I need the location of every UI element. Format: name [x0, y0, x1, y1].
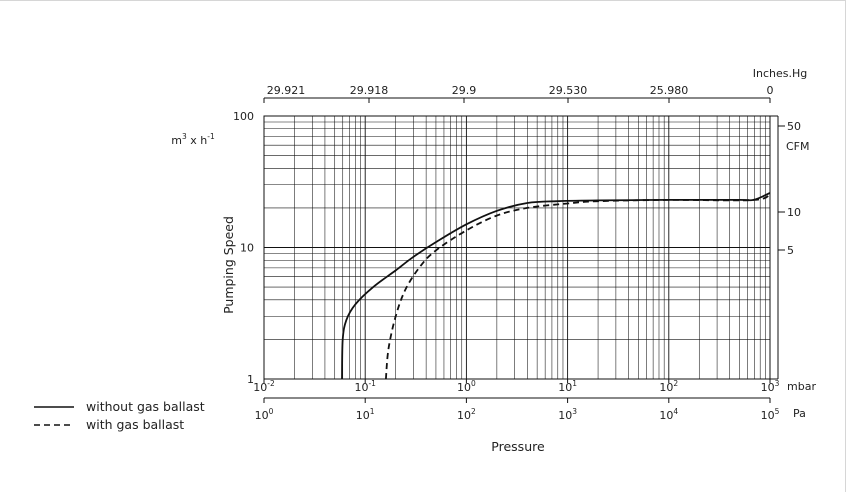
- series-layer: [341, 192, 771, 380]
- left-tick-label: 100: [233, 110, 254, 123]
- mbar-tick-label: 101: [558, 379, 577, 394]
- pa-tick-label: 105: [761, 407, 780, 422]
- x-axis-title: Pressure: [491, 439, 545, 454]
- legend-label-with-gas-ballast: with gas ballast: [86, 417, 184, 432]
- right-axis-unit: CFM: [786, 140, 810, 153]
- top-axis-unit: Inches.Hg: [753, 67, 807, 80]
- mbar-tick-label: 100: [457, 379, 476, 394]
- pa-tick-label: 103: [558, 407, 577, 422]
- top-axis-ticks: 29.921 29.918 29.9 29.530 25.980 0: [263, 84, 774, 103]
- pa-tick-label: 100: [255, 407, 274, 422]
- right-tick-label: 10: [787, 206, 801, 219]
- top-tick-label: 29.918: [350, 84, 389, 97]
- legend-label-without-gas-ballast: without gas ballast: [86, 399, 205, 414]
- legend: without gas ballast with gas ballast: [34, 399, 205, 432]
- top-tick-label: 29.921: [267, 84, 306, 97]
- pa-axis-ticks: 100 101 102 103 104 105: [255, 398, 780, 422]
- left-tick-label: 1: [247, 373, 254, 386]
- mbar-axis-unit: mbar: [787, 380, 816, 393]
- right-axis-ticks: 50 10 5: [770, 115, 801, 380]
- top-tick-label: 29.530: [549, 84, 588, 97]
- mbar-tick-label: 10-2: [253, 379, 275, 394]
- series-line-with-gas-ballast: [385, 192, 771, 380]
- grid: [263, 116, 770, 380]
- pa-tick-label: 102: [457, 407, 476, 422]
- top-tick-label: 29.9: [452, 84, 477, 97]
- mbar-tick-label: 102: [659, 379, 678, 394]
- mbar-tick-label: 10-1: [354, 379, 376, 394]
- y-axis-title: Pumping Speed: [221, 216, 236, 314]
- y-axis-unit: m3 x h-1: [171, 132, 215, 147]
- right-tick-label: 5: [787, 244, 794, 257]
- top-tick-label: 0: [767, 84, 774, 97]
- pa-axis-unit: Pa: [793, 407, 806, 420]
- series-line-without-gas-ballast: [341, 192, 771, 380]
- mbar-axis-ticks: 10-2 10-1 100 101 102 103: [253, 379, 780, 394]
- mbar-tick-label: 103: [761, 379, 780, 394]
- pa-tick-label: 101: [356, 407, 375, 422]
- pa-tick-label: 104: [659, 407, 678, 422]
- plot-border: [263, 115, 771, 380]
- right-tick-label: 50: [787, 120, 801, 133]
- left-axis-ticks: 100 10 1: [233, 110, 254, 386]
- left-tick-label: 10: [240, 242, 254, 255]
- top-tick-label: 25.980: [650, 84, 689, 97]
